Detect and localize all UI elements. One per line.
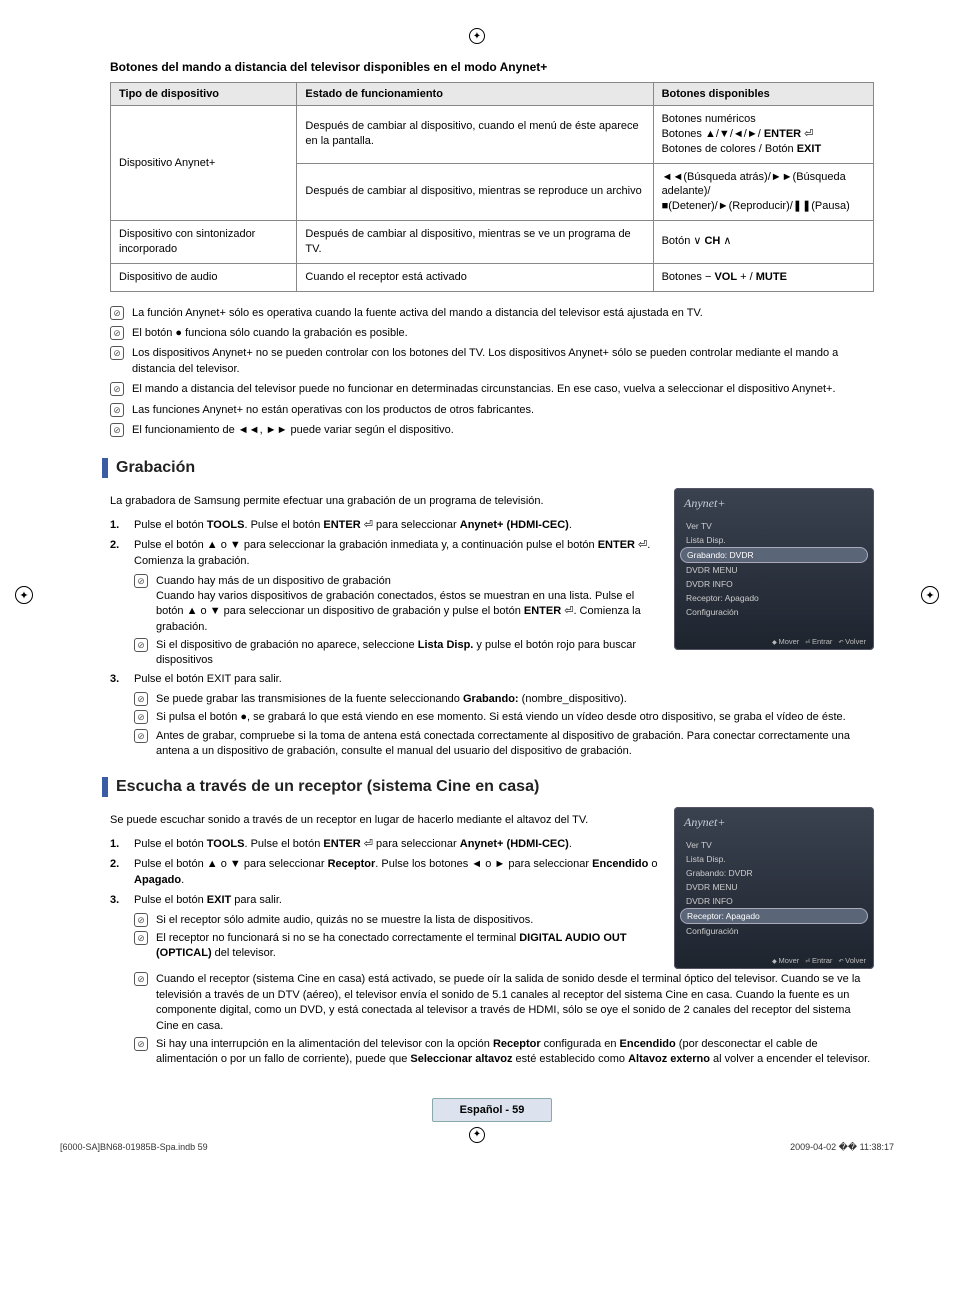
osd-item: Receptor: Apagado <box>680 591 868 605</box>
sub-note: ⊘Si el receptor sólo admite audio, quizá… <box>134 913 658 928</box>
escucha-intro: Se puede escuchar sonido a través de un … <box>110 813 658 828</box>
sub-note: ⊘Se puede grabar las transmisiones de la… <box>134 692 874 707</box>
grabacion-steps: 1.Pulse el botón TOOLS. Pulse el botón E… <box>110 518 658 669</box>
osd-item: Receptor: Apagado <box>680 908 868 924</box>
section-bar <box>102 458 108 478</box>
note-item: ⊘El funcionamiento de ◄◄, ►► puede varia… <box>110 423 874 438</box>
document-footer: [6000-SA]BN68-01985B-Spa.indb 59 2009-04… <box>50 1142 904 1153</box>
osd-item: Configuración <box>680 605 868 619</box>
note-icon: ⊘ <box>134 638 148 652</box>
escucha-subnotes-bottom: ⊘Cuando el receptor (sistema Cine en cas… <box>110 972 874 1067</box>
escucha-subnotes-top: ⊘Si el receptor sólo admite audio, quizá… <box>110 913 658 962</box>
note-icon: ⊘ <box>110 382 124 396</box>
osd-escucha: Anynet+Ver TVLista Disp.Grabando: DVDRDV… <box>674 807 874 969</box>
escucha-steps: 1.Pulse el botón TOOLS. Pulse el botón E… <box>110 837 658 909</box>
note-icon: ⊘ <box>134 931 148 945</box>
sub-note: ⊘Si el dispositivo de grabación no apare… <box>134 638 658 669</box>
doc-footer-right: 2009-04-02 �� 11:38:17 <box>790 1142 894 1153</box>
osd-title: Anynet+ <box>680 815 868 830</box>
page-number-box: Español - 59 <box>432 1098 552 1122</box>
note-icon: ⊘ <box>110 326 124 340</box>
note-item: ⊘El botón ● funciona sólo cuando la grab… <box>110 326 874 341</box>
grabacion-step3: 3. Pulse el botón EXIT para salir. <box>110 672 874 688</box>
note-icon: ⊘ <box>134 1037 148 1051</box>
note-item: ⊘Las funciones Anynet+ no están operativ… <box>110 403 874 418</box>
note-icon: ⊘ <box>134 710 148 724</box>
note-item: ⊘La función Anynet+ sólo es operativa cu… <box>110 306 874 321</box>
cell-device: Dispositivo Anynet+ <box>111 106 297 221</box>
buttons-table: Tipo de dispositivo Estado de funcionami… <box>110 82 874 292</box>
osd-item: Lista Disp. <box>680 533 868 547</box>
grabacion-intro: La grabadora de Samsung permite efectuar… <box>110 494 658 509</box>
step-item: 1.Pulse el botón TOOLS. Pulse el botón E… <box>110 837 658 853</box>
note-icon: ⊘ <box>134 692 148 706</box>
osd-item: Grabando: DVDR <box>680 866 868 880</box>
osd-item: Ver TV <box>680 519 868 533</box>
section-escucha-title: Escucha a través de un receptor (sistema… <box>116 778 539 796</box>
section-grabacion-title: Grabación <box>116 459 195 477</box>
step-item: 2.Pulse el botón ▲ o ▼ para seleccionar … <box>110 538 658 570</box>
sub-note: ⊘El receptor no funcionará si no se ha c… <box>134 931 658 962</box>
note-icon: ⊘ <box>134 972 148 986</box>
note-icon: ⊘ <box>110 403 124 417</box>
th-device-type: Tipo de dispositivo <box>111 83 297 106</box>
osd-footer: MoverEntrarVolver <box>680 956 868 965</box>
grabacion-step3-notes: ⊘Se puede grabar las transmisiones de la… <box>110 692 874 760</box>
note-icon: ⊘ <box>110 423 124 437</box>
sub-note: ⊘Si hay una interrupción en la alimentac… <box>134 1037 874 1068</box>
top-notes-list: ⊘La función Anynet+ sólo es operativa cu… <box>110 306 874 439</box>
note-icon: ⊘ <box>134 729 148 743</box>
osd-grabacion: Anynet+Ver TVLista Disp.Grabando: DVDRDV… <box>674 488 874 650</box>
step-item: 2.Pulse el botón ▲ o ▼ para seleccionar … <box>110 857 658 889</box>
top-heading: Botones del mando a distancia del televi… <box>110 60 874 74</box>
note-icon: ⊘ <box>110 346 124 360</box>
th-buttons: Botones disponibles <box>653 83 873 106</box>
note-item: ⊘Los dispositivos Anynet+ no se pueden c… <box>110 346 874 377</box>
sub-note: ⊘Si pulsa el botón ●, se grabará lo que … <box>134 710 874 725</box>
section-grabacion-header: Grabación <box>102 458 874 478</box>
osd-item: DVDR INFO <box>680 894 868 908</box>
osd-footer: MoverEntrarVolver <box>680 637 868 646</box>
registration-mark-top <box>469 28 485 44</box>
th-state: Estado de funcionamiento <box>297 83 653 106</box>
step-item: 1.Pulse el botón TOOLS. Pulse el botón E… <box>110 518 658 534</box>
osd-item: Grabando: DVDR <box>680 547 868 563</box>
sub-note: ⊘Antes de grabar, compruebe si la toma d… <box>134 729 874 760</box>
section-escucha-header: Escucha a través de un receptor (sistema… <box>102 777 874 797</box>
doc-footer-left: [6000-SA]BN68-01985B-Spa.indb 59 <box>60 1142 208 1153</box>
registration-mark-left <box>15 586 33 604</box>
osd-title: Anynet+ <box>680 496 868 511</box>
note-icon: ⊘ <box>134 913 148 927</box>
registration-mark-bottom <box>469 1127 485 1143</box>
note-icon: ⊘ <box>134 574 148 588</box>
osd-item: Configuración <box>680 924 868 938</box>
osd-item: DVDR MENU <box>680 880 868 894</box>
registration-mark-right <box>921 586 939 604</box>
sub-note: ⊘Cuando hay más de un dispositivo de gra… <box>134 574 658 636</box>
step-item: 3.Pulse el botón EXIT para salir. <box>110 893 658 909</box>
note-icon: ⊘ <box>110 306 124 320</box>
osd-item: Lista Disp. <box>680 852 868 866</box>
osd-item: DVDR INFO <box>680 577 868 591</box>
sub-note: ⊘Cuando el receptor (sistema Cine en cas… <box>134 972 874 1034</box>
osd-item: Ver TV <box>680 838 868 852</box>
note-item: ⊘El mando a distancia del televisor pued… <box>110 382 874 397</box>
page-content: Botones del mando a distancia del televi… <box>110 60 874 1122</box>
osd-item: DVDR MENU <box>680 563 868 577</box>
section-bar <box>102 777 108 797</box>
